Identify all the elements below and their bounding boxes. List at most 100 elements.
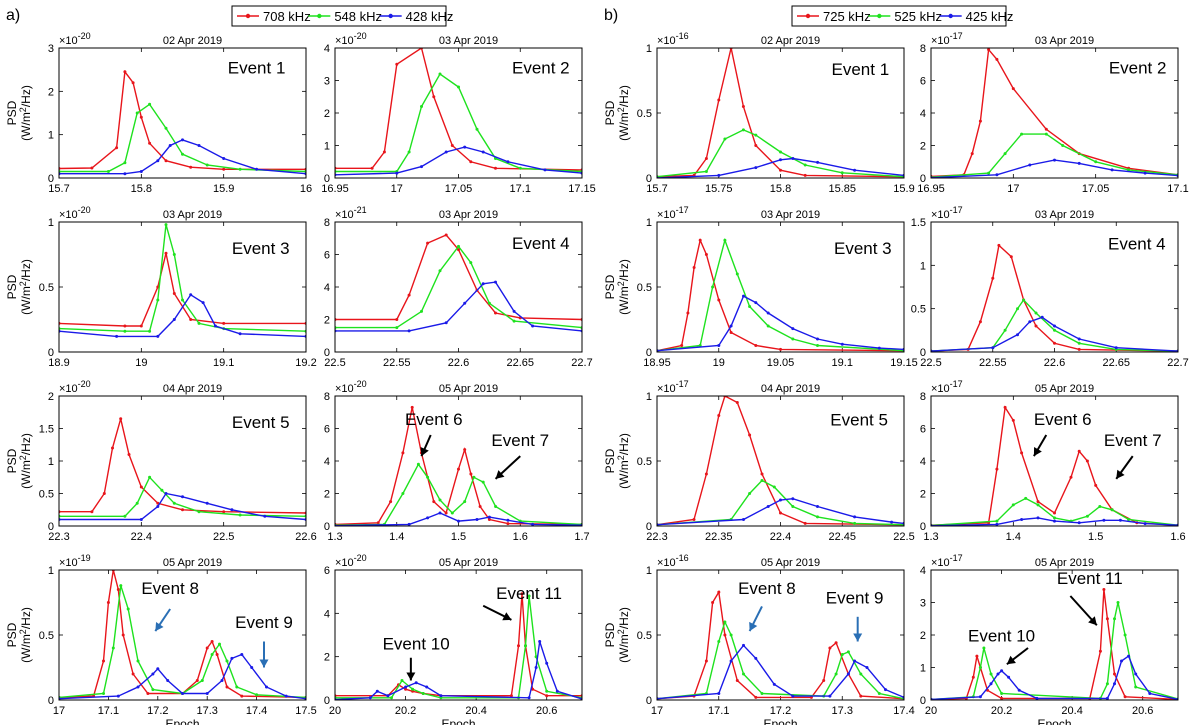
y-axis-label-units: (W/m2/Hz) (616, 607, 631, 663)
panel-group-label: a) (6, 7, 20, 24)
data-point (494, 280, 497, 284)
series-425-khz (931, 654, 1178, 700)
data-point (230, 508, 234, 512)
series-line (335, 245, 582, 329)
data-point (816, 160, 820, 164)
data-point (205, 501, 209, 505)
event-label: Event 2 (512, 59, 570, 78)
data-point (164, 492, 168, 495)
data-point (106, 170, 110, 173)
data-point (729, 633, 733, 637)
x-tick-label: 18.95 (643, 357, 671, 369)
data-point (853, 521, 857, 525)
panel-date-title: 05 Apr 2019 (163, 557, 222, 569)
data-point (506, 160, 510, 164)
data-point (1000, 696, 1004, 700)
data-point (1098, 649, 1102, 653)
y-tick-label: 2 (324, 315, 330, 327)
data-point (524, 644, 527, 648)
x-tick-label: 15.85 (828, 183, 856, 195)
event-label: Event 5 (232, 413, 290, 432)
data-point (723, 137, 727, 141)
y-exponent: ×10-17 (931, 31, 963, 47)
data-point (1123, 633, 1127, 637)
data-point (704, 170, 708, 173)
data-point (472, 475, 476, 479)
data-point (156, 298, 160, 302)
data-point (1016, 307, 1019, 311)
data-point (1105, 696, 1109, 700)
data-point (711, 285, 715, 289)
data-point (816, 515, 819, 519)
data-point (375, 689, 379, 693)
x-tick-label: 15.8 (770, 183, 791, 195)
data-point (1053, 328, 1056, 332)
data-point (846, 650, 850, 654)
panel-date-title: 02 Apr 2019 (761, 35, 820, 47)
data-point (1116, 601, 1120, 604)
data-point (205, 646, 209, 650)
series-line (335, 234, 582, 321)
data-point (1143, 171, 1147, 175)
data-point (164, 126, 168, 130)
y-axis-label-units: (W/m2/Hz) (616, 433, 631, 489)
data-point (444, 233, 448, 237)
data-point (834, 672, 838, 676)
series-525-khz (931, 601, 1178, 700)
data-point (156, 159, 160, 163)
x-tick-label: 17.1 (708, 705, 729, 717)
event-arrow-head (259, 659, 269, 668)
event-arrow-head (155, 621, 164, 632)
series-line (657, 157, 904, 178)
data-point (512, 319, 516, 323)
x-tick-label: 16.95 (917, 183, 945, 195)
y-tick-label: 0.5 (637, 630, 652, 642)
series-line (931, 298, 1178, 352)
data-point (840, 342, 844, 346)
chart-panel: 15.7 15.8 15.9 16 0 1 2 3 ×10-20 02 Apr 2019 PSD (W… (5, 31, 312, 195)
y-tick-label: 0 (646, 173, 652, 185)
y-tick-label: 0 (920, 347, 926, 359)
data-point (717, 692, 721, 695)
data-point (410, 405, 414, 409)
data-point (865, 666, 869, 669)
x-tick-label: 17.5 (295, 705, 316, 717)
data-point (704, 253, 708, 256)
data-point (116, 694, 120, 698)
event-label: Event 7 (1104, 431, 1162, 450)
y-axis-label: PSD (W/m2/Hz) (603, 433, 631, 489)
data-point (978, 119, 982, 123)
data-point (1028, 163, 1032, 167)
y-tick-label: 1 (920, 260, 926, 272)
x-tick-label: 17.15 (568, 183, 596, 195)
data-point (220, 679, 224, 682)
series-line (335, 593, 582, 697)
data-point (723, 238, 727, 242)
series-line (931, 497, 1178, 526)
y-tick-label: 4 (324, 43, 330, 55)
x-tick-label: 16 (300, 183, 312, 195)
y-tick-label: 0.5 (39, 630, 54, 642)
data-point (487, 515, 491, 519)
series-line (59, 418, 306, 514)
x-tick-label: 20.4 (465, 705, 486, 717)
data-point (1024, 496, 1028, 500)
x-tick-label: 20.6 (1132, 705, 1153, 717)
data-point (135, 501, 139, 505)
data-point (115, 146, 119, 150)
y-tick-label: 1.5 (911, 217, 926, 229)
data-point (779, 511, 782, 515)
data-point (772, 682, 776, 686)
y-tick-label: 0 (48, 695, 54, 707)
data-point (717, 414, 721, 417)
data-point (135, 111, 139, 115)
event-label: Event 9 (235, 613, 293, 632)
legend-label: 548 kHz (334, 9, 382, 24)
x-tick-label: 17 (651, 705, 663, 717)
data-point (123, 324, 127, 328)
x-tick-label: 17.2 (770, 705, 791, 717)
data-point (148, 102, 152, 106)
data-point (846, 672, 850, 676)
axes-box (58, 47, 307, 179)
data-point (754, 133, 758, 137)
